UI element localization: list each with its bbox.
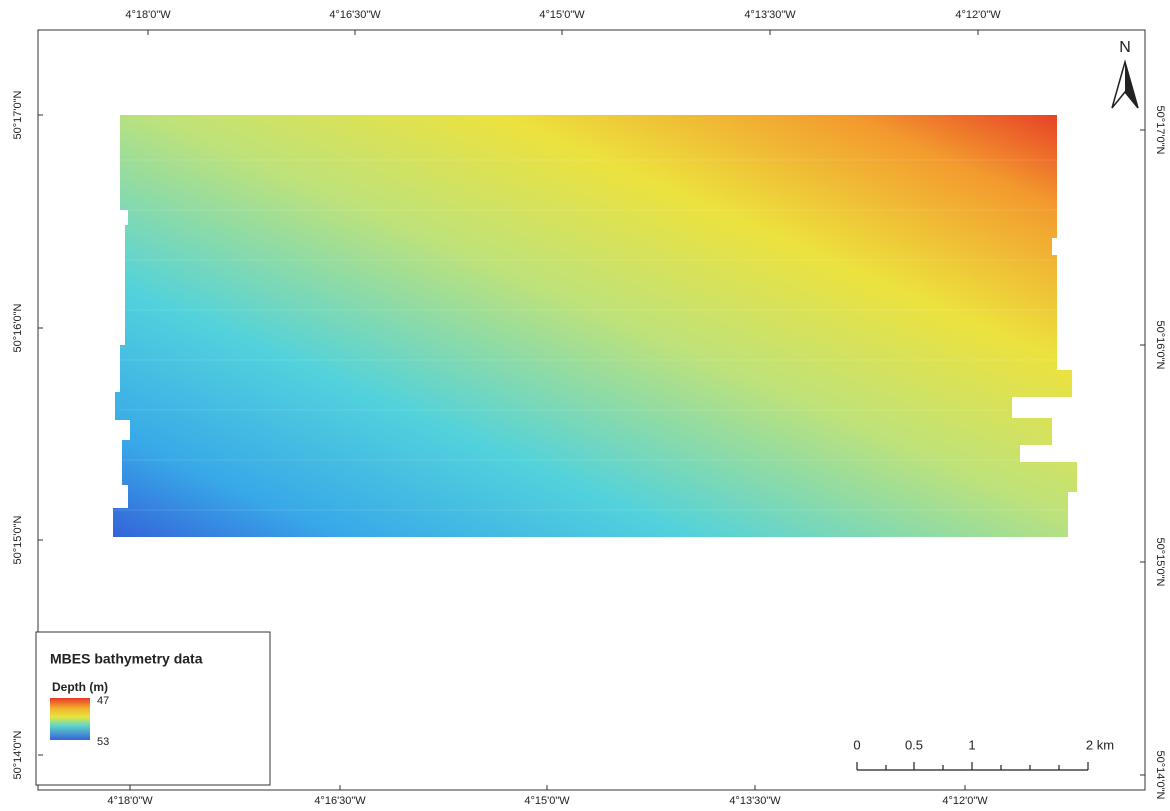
longitude-label: 4°12'0"W — [942, 795, 988, 807]
longitude-label: 4°13'30"W — [744, 9, 796, 21]
color-ramp — [50, 698, 90, 740]
latitude-label: 50°15'0"N — [12, 515, 24, 564]
legend-min: 53 — [97, 736, 109, 748]
map-frame — [37, 29, 1146, 791]
longitude-label: 4°15'0"W — [524, 795, 570, 807]
latitude-label: 50°17'0"N — [12, 90, 24, 139]
legend-max: 47 — [97, 695, 109, 707]
legend-field: Depth (m) — [52, 680, 108, 694]
north-arrow: N — [1111, 39, 1139, 109]
longitude-label: 4°13'30"W — [729, 795, 781, 807]
longitude-label: 4°18'0"W — [125, 9, 171, 21]
latitude-label: 50°15'0"N — [1154, 538, 1166, 587]
scale-label: 1 — [968, 737, 975, 752]
longitude-label: 4°15'0"W — [539, 9, 585, 21]
latitude-label: 50°14'0"N — [12, 730, 24, 779]
latitude-label: 50°17'0"N — [1154, 106, 1166, 155]
longitude-label: 4°18'0"W — [107, 795, 153, 807]
scale-label: 0.5 — [905, 737, 923, 752]
longitude-label: 4°16'30"W — [329, 9, 381, 21]
scale-label: 0 — [853, 737, 860, 752]
legend: MBES bathymetry data Depth (m) 47 53 — [35, 631, 271, 786]
legend-title: MBES bathymetry data — [50, 651, 203, 667]
latitude-label: 50°16'0"N — [1154, 321, 1166, 370]
scale-label: 2 km — [1086, 737, 1114, 752]
scale-bar — [856, 762, 1089, 771]
north-label: N — [1119, 39, 1131, 56]
latitude-label: 50°16'0"N — [12, 303, 24, 352]
bathymetry-raster — [113, 115, 1077, 537]
longitude-label: 4°16'30"W — [314, 795, 366, 807]
latitude-label: 50°14'0"N — [1154, 751, 1166, 800]
arrow-half — [1125, 62, 1138, 108]
swath-lines — [113, 159, 1068, 511]
longitude-label: 4°12'0"W — [955, 9, 1001, 21]
